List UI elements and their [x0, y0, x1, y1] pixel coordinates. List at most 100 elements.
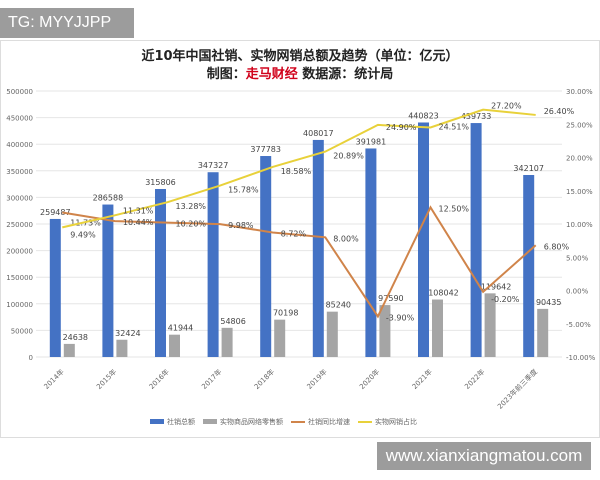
- line-data-label: 24.90%: [386, 123, 417, 132]
- line-data-label: 11.31%: [123, 206, 154, 215]
- legend-label: 社销总额: [167, 417, 195, 426]
- x-tick-label: 2020年: [357, 367, 381, 391]
- bar-online: [537, 308, 549, 357]
- bar-total: [155, 188, 166, 357]
- y2-tick-label: 30.00%: [566, 88, 593, 96]
- y-tick-label: 250000: [6, 221, 33, 229]
- share-line: [62, 108, 536, 229]
- bar-online: [432, 299, 443, 357]
- line-data-label: 9.98%: [228, 221, 254, 230]
- bar-data-label: 408017: [303, 129, 334, 138]
- line-data-label: 27.20%: [491, 102, 522, 111]
- x-tick-label: 2021年: [410, 367, 434, 391]
- tg-badge: TG: MYYJJPP: [0, 8, 134, 38]
- bar-total: [207, 172, 219, 357]
- bar-online: [379, 305, 391, 357]
- y-tick-label: 50000: [11, 327, 33, 335]
- growth-line: [62, 205, 537, 319]
- bar-total: [312, 139, 324, 357]
- line-data-label: 8.00%: [333, 234, 359, 243]
- legend-label: 实物网销占比: [375, 417, 417, 426]
- bar-data-label: 391981: [356, 137, 387, 146]
- y-tick-label: 100000: [6, 301, 33, 309]
- y2-tick-label: -10.00%: [566, 354, 596, 362]
- bar-total: [418, 122, 429, 357]
- chart-subtitle: 制图：走马财经 数据源：统计局: [0, 67, 600, 83]
- x-tick-label: 2015年: [94, 367, 118, 391]
- bar-total: [102, 204, 114, 357]
- bar-data-label: 315806: [145, 178, 176, 187]
- x-tick-label: 2019年: [305, 367, 329, 391]
- bar-data-label: 377783: [250, 145, 281, 154]
- bar-total: [49, 218, 61, 357]
- y2-tick-label: 15.00%: [566, 188, 593, 196]
- bar-online: [169, 334, 180, 357]
- y-tick-label: 150000: [6, 274, 33, 282]
- y2-tick-label: 0.00%: [566, 288, 589, 296]
- bar-total: [470, 123, 482, 357]
- watermark: www.xianxiangmatou.com: [377, 442, 591, 470]
- x-tick-label: 2023年前三季度: [495, 367, 539, 411]
- legend-label: 社销同比增速: [308, 417, 350, 426]
- x-tick-label: 2018年: [252, 367, 276, 391]
- bar-data-label: 41944: [168, 324, 193, 333]
- y2-tick-label: 25.00%: [566, 121, 593, 129]
- bar-data-label: 54806: [220, 317, 245, 326]
- chart-title: 近10年中国社销、实物网销总额及趋势（单位：亿元）: [141, 49, 459, 64]
- bar-data-label: 342107: [513, 164, 544, 173]
- bar-online: [221, 327, 233, 357]
- subtitle-prefix: 制图：: [206, 67, 246, 82]
- line-data-label: 10.20%: [176, 220, 207, 229]
- line-data-label: 15.78%: [228, 186, 259, 195]
- line-data-label: 9.49%: [70, 230, 96, 239]
- line-data-label: -3.90%: [386, 313, 415, 322]
- bar-data-label: 119642: [481, 282, 512, 291]
- line-data-label: 13.28%: [176, 202, 207, 211]
- bar-online: [116, 339, 128, 357]
- line-data-label: 20.89%: [333, 152, 364, 161]
- bar-total: [365, 148, 377, 357]
- subtitle-brand: 走马财经: [245, 67, 298, 82]
- x-tick-label: 2022年: [463, 367, 487, 391]
- chart-frame: [0, 40, 600, 438]
- bar-data-label: 440823: [408, 111, 439, 120]
- x-tick-label: 2016年: [147, 367, 171, 391]
- bar-data-label: 32424: [115, 329, 140, 338]
- legend-swatch: [203, 419, 217, 424]
- bar-total: [260, 156, 272, 357]
- bar-data-label: 347327: [198, 161, 229, 170]
- bar-data-label: 259487: [40, 208, 71, 217]
- legend-label: 实物商品网络零售额: [220, 417, 283, 426]
- bar-data-label: 97590: [378, 294, 403, 303]
- bar-online: [63, 343, 75, 357]
- bar-data-label: 90435: [536, 298, 561, 307]
- y-tick-label: 300000: [6, 194, 33, 202]
- line-data-label: -0.20%: [491, 295, 520, 304]
- bar-data-label: 85240: [326, 301, 351, 310]
- line-data-label: 26.40%: [544, 107, 575, 116]
- x-tick-label: 2014年: [42, 367, 66, 391]
- y2-tick-label: 20.00%: [566, 155, 593, 163]
- legend-swatch: [150, 419, 164, 424]
- line-data-label: 8.72%: [281, 230, 307, 239]
- y-tick-label: 200000: [6, 248, 33, 256]
- bar-online: [326, 311, 338, 357]
- bar-total: [523, 174, 535, 357]
- y-tick-label: 500000: [6, 88, 33, 96]
- bar-data-label: 286588: [93, 194, 124, 203]
- line-data-label: 10.44%: [123, 218, 154, 227]
- line-data-label: 24.51%: [439, 123, 470, 132]
- y-tick-label: 350000: [6, 168, 33, 176]
- x-tick-label: 2017年: [200, 367, 224, 391]
- y-tick-label: 450000: [6, 115, 33, 123]
- bar-online: [274, 319, 286, 357]
- y-tick-label: 400000: [6, 141, 33, 149]
- y-tick-label: 0: [29, 354, 33, 362]
- bar-data-label: 24638: [63, 333, 88, 342]
- bar-online: [484, 293, 496, 357]
- bar-data-label: 108042: [428, 289, 459, 298]
- subtitle-source: 数据源：统计局: [297, 67, 394, 82]
- bar-data-label: 70198: [273, 309, 298, 318]
- line-data-label: 18.58%: [281, 167, 312, 176]
